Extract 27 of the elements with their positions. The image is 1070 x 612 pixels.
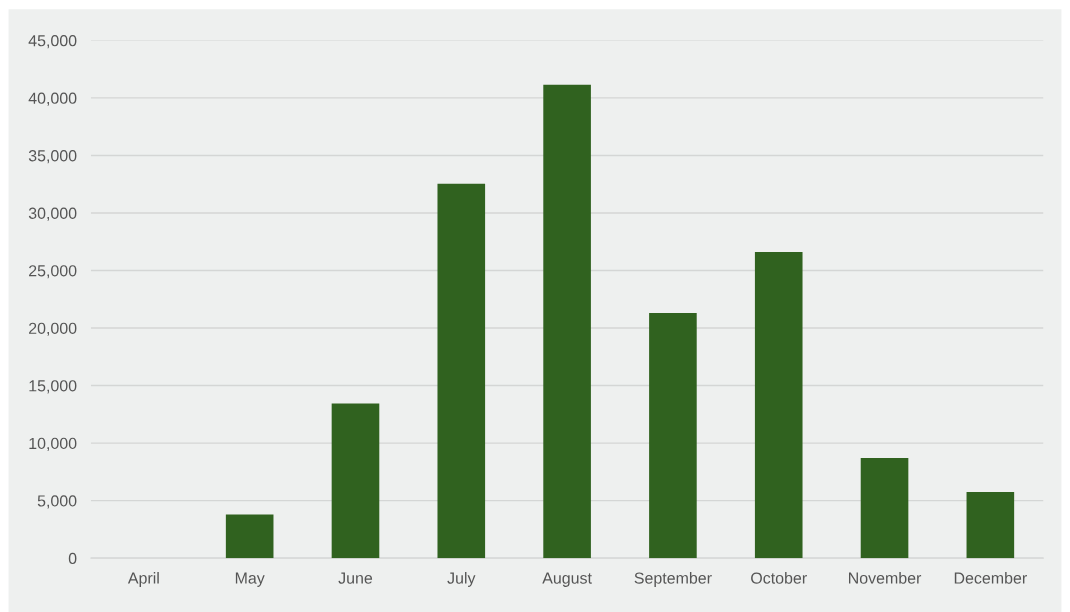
y-tick-label: 45,000	[28, 35, 77, 49]
y-tick-label: 40,000	[28, 92, 77, 106]
y-tick-label: 10,000	[29, 437, 77, 451]
bar	[543, 84, 591, 559]
x-tick-label: September	[634, 572, 712, 587]
x-tick-label: August	[542, 572, 592, 587]
x-tick-label: July	[447, 572, 476, 587]
x-tick-label: May	[235, 572, 265, 587]
bar	[754, 252, 803, 559]
x-tick-label: December	[954, 572, 1027, 584]
y-tick-label: 5,000	[37, 495, 77, 509]
y-tick-label: 20,000	[29, 322, 77, 336]
x-tick-label: April	[127, 572, 159, 587]
x-tick-label: October	[751, 572, 807, 584]
bar	[649, 313, 697, 559]
y-tick-label: 15,000	[29, 380, 77, 394]
bar	[437, 183, 486, 559]
bar	[225, 514, 274, 559]
x-tick-label: June	[338, 572, 373, 584]
y-tick-label: 0	[68, 552, 77, 565]
y-tick-label: 30,000	[28, 207, 77, 221]
x-tick-label: November	[849, 572, 922, 584]
y-tick-label: 35,000	[28, 150, 77, 164]
bar	[331, 403, 380, 559]
y-tick-label: 25,000	[29, 265, 77, 279]
bar	[966, 491, 1015, 559]
bar	[860, 458, 909, 559]
